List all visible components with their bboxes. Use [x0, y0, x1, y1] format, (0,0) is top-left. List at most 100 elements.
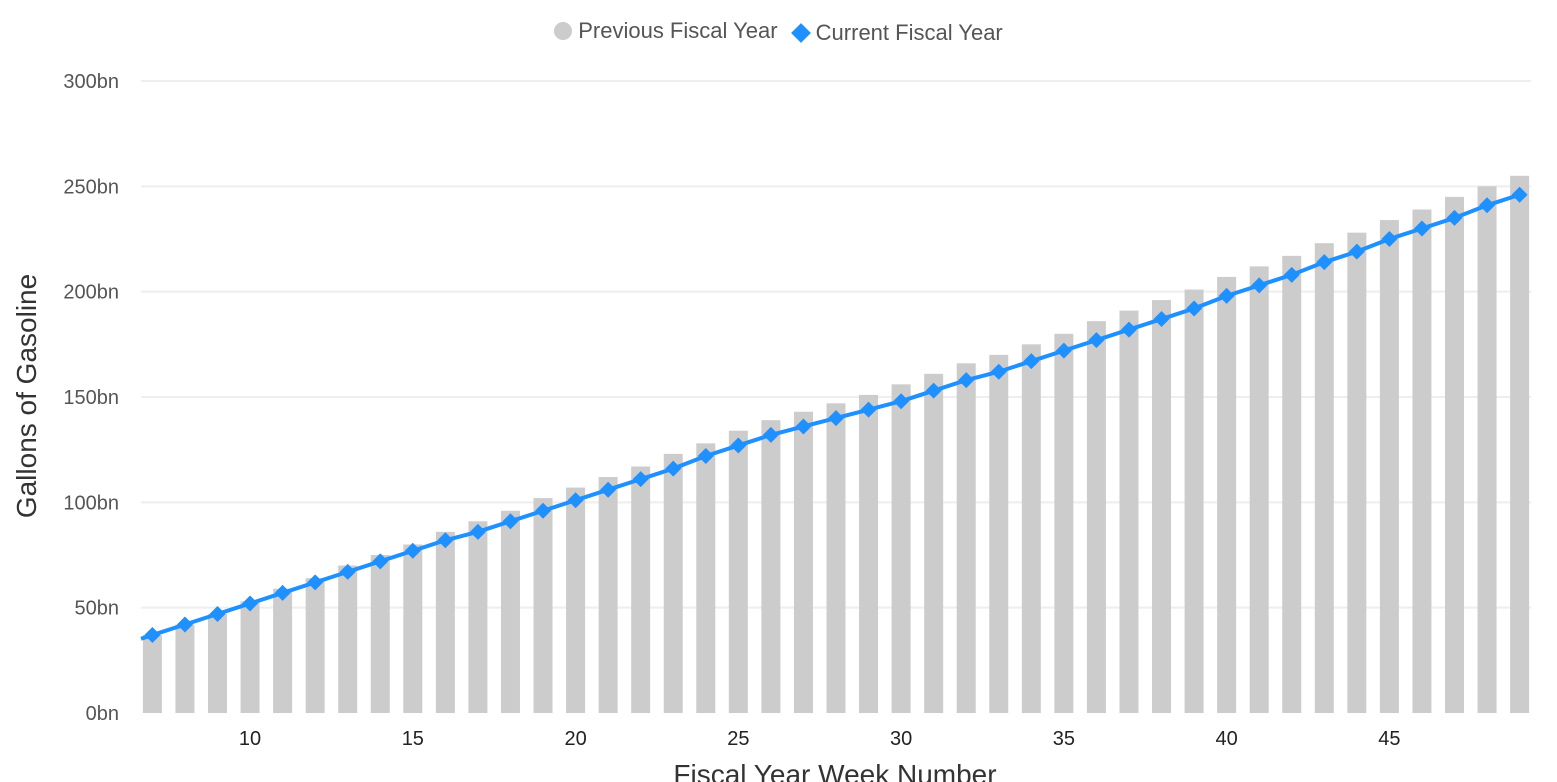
current-year-point	[1153, 311, 1170, 328]
legend-marker-previous	[554, 22, 573, 40]
previous-year-bar	[1477, 186, 1497, 714]
current-year-point	[1055, 342, 1072, 359]
current-year-point	[1511, 186, 1528, 203]
current-year-point	[795, 418, 812, 435]
previous-year-bar	[1119, 310, 1139, 713]
previous-year-bar	[370, 555, 390, 713]
current-year-point	[600, 481, 617, 498]
previous-year-bar	[305, 578, 325, 713]
y-tick-label: 300bn	[63, 71, 119, 93]
legend-label-previous: Previous Fiscal Year	[578, 18, 778, 43]
current-year-point	[404, 542, 421, 559]
y-tick-label: 100bn	[63, 492, 119, 514]
current-year-point	[372, 553, 389, 570]
previous-year-bar	[500, 510, 520, 713]
x-tick-label: 40	[1216, 728, 1238, 750]
previous-year-bar	[793, 411, 813, 713]
previous-year-bars	[142, 175, 1530, 714]
previous-year-bar	[956, 363, 976, 713]
previous-year-bar	[1184, 289, 1204, 713]
current-year-point	[762, 426, 779, 443]
current-year-point	[535, 502, 552, 519]
y-tick-label: 250bn	[63, 176, 119, 198]
x-tick-label: 10	[239, 728, 261, 750]
current-year-point	[1348, 243, 1365, 260]
legend-label-current: Current Fiscal Year	[815, 20, 1003, 45]
current-year-point	[697, 447, 714, 464]
previous-year-bar	[598, 477, 618, 713]
current-year-point	[925, 382, 942, 399]
current-year-point	[893, 393, 910, 410]
previous-year-bar	[891, 384, 911, 713]
current-year-point	[242, 595, 259, 612]
current-year-point	[469, 523, 486, 540]
previous-year-bar	[435, 531, 455, 713]
previous-year-bar	[207, 613, 227, 713]
x-axis-ticks: 10 15 20 25 30 35 40 45	[239, 728, 1401, 750]
previous-year-bar	[859, 394, 879, 713]
current-year-point	[1479, 197, 1496, 214]
current-year-line	[140, 186, 1528, 644]
current-year-point	[274, 584, 291, 601]
current-year-point	[1316, 254, 1333, 271]
previous-year-bar	[1379, 220, 1399, 714]
previous-year-bar	[1282, 255, 1302, 713]
current-year-point	[828, 410, 844, 427]
current-year-point	[209, 605, 226, 622]
previous-year-bar	[826, 403, 846, 713]
y-tick-label: 150bn	[63, 387, 119, 409]
y-tick-label: 50bn	[75, 598, 120, 620]
current-year-point	[1023, 353, 1040, 370]
previous-year-bar	[1217, 276, 1237, 713]
current-year-point	[1413, 220, 1430, 237]
previous-year-bar	[468, 521, 488, 713]
current-year-point	[1120, 321, 1137, 338]
previous-year-bar	[566, 487, 586, 713]
previous-year-bar	[1152, 300, 1172, 713]
previous-year-bar	[1347, 232, 1367, 713]
previous-year-bar	[663, 453, 683, 713]
current-year-point	[958, 372, 975, 389]
previous-year-bar	[1314, 243, 1334, 714]
current-year-point	[307, 574, 324, 591]
legend-item-current[interactable]: Current Fiscal Year	[790, 20, 1003, 46]
current-year-point	[1218, 287, 1235, 304]
current-year-point	[176, 616, 193, 633]
previous-year-bar	[761, 420, 781, 713]
previous-year-bar	[1054, 333, 1074, 713]
previous-year-bar	[631, 466, 651, 713]
x-tick-label: 35	[1053, 728, 1075, 750]
current-year-point	[990, 363, 1007, 380]
x-tick-label: 25	[727, 728, 749, 750]
previous-year-bar	[533, 498, 553, 713]
current-year-point	[730, 437, 747, 454]
previous-year-bar	[1445, 196, 1465, 713]
current-year-point	[1446, 209, 1463, 226]
y-tick-label: 0bn	[86, 703, 119, 725]
legend-item-previous[interactable]: Previous Fiscal Year	[554, 18, 778, 44]
previous-year-bar	[403, 544, 423, 713]
previous-year-bar	[338, 565, 358, 713]
current-year-point	[1088, 332, 1105, 349]
x-tick-label: 30	[890, 728, 912, 750]
previous-year-bar	[240, 601, 260, 713]
current-year-point	[860, 401, 877, 418]
previous-year-bar	[989, 354, 1009, 713]
current-year-point	[567, 492, 584, 509]
previous-year-bar	[728, 430, 748, 713]
y-axis-ticks: 0bn 50bn 100bn 150bn 200bn 250bn 300bn	[63, 71, 119, 725]
previous-year-bar	[175, 624, 195, 713]
x-tick-label: 20	[564, 728, 586, 750]
x-axis-title: Fiscal Year Week Number	[673, 759, 996, 782]
current-year-point	[1283, 266, 1300, 283]
current-year-point	[339, 563, 356, 580]
previous-year-bar	[1412, 209, 1432, 714]
current-year-point	[1381, 231, 1398, 247]
y-axis-title: Gallons of Gasoline	[11, 274, 42, 518]
y-tick-label: 200bn	[63, 282, 119, 304]
previous-year-bar	[1510, 175, 1530, 714]
current-year-point	[502, 513, 519, 530]
x-tick-label: 15	[402, 728, 424, 750]
previous-year-bar	[924, 373, 944, 713]
